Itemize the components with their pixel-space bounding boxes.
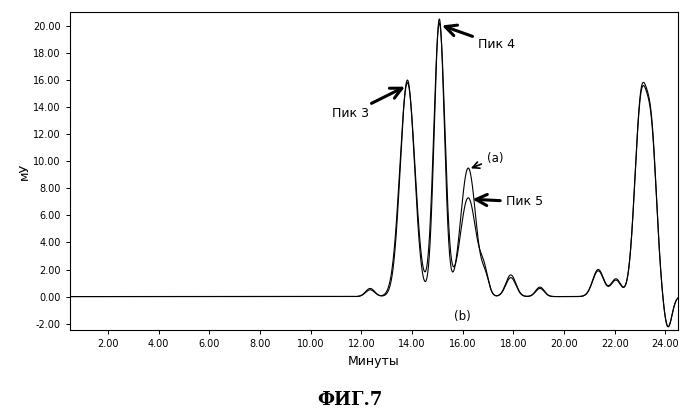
Text: Пик 3: Пик 3 (332, 88, 402, 120)
Text: (a): (a) (473, 152, 503, 168)
Text: (b): (b) (454, 310, 471, 323)
Text: Пик 4: Пик 4 (445, 25, 515, 51)
Text: ФИГ.7: ФИГ.7 (317, 391, 382, 409)
Text: Пик 5: Пик 5 (476, 195, 543, 208)
X-axis label: Минуты: Минуты (348, 355, 400, 368)
Y-axis label: мУ: мУ (17, 163, 31, 180)
